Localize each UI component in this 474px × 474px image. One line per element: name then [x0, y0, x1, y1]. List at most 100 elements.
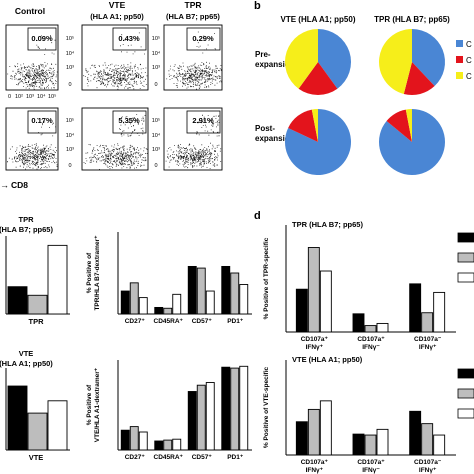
legend-swatch-top-3 [457, 272, 474, 283]
chart-6-bar [409, 410, 422, 456]
flow-title-vte-sub: (HLA A1; pp50) [90, 12, 144, 21]
flow-ytick-3: 10³ [66, 65, 74, 71]
chart-4-bar [154, 440, 164, 451]
chart-5-bar [295, 288, 308, 333]
flow-events [7, 31, 222, 170]
chart-5-tick-label: CD107a⁺ [301, 336, 329, 343]
flow-gate-2 [112, 27, 147, 51]
pie-legend-label-3: C [466, 72, 472, 81]
flow-ytick-5c: 10⁵ [66, 117, 74, 124]
chart-5-bar [364, 325, 377, 333]
chart-5-ylabel: % Positive of TPR-specific [263, 237, 270, 319]
chart-5-tick-label: CD107a⁻ [414, 336, 442, 343]
panel-letter-d: d [254, 210, 261, 222]
chart-3-title: VTE [19, 349, 34, 358]
legend-swatch-top-2 [457, 252, 474, 263]
chart-1-title: (HLA B7; pp65) [0, 225, 53, 234]
chart-2-bar [138, 297, 148, 315]
chart-6-tick-label: CD107a⁺ [301, 459, 329, 466]
pie-row-title-pre: Pre- [255, 50, 271, 59]
flow-plot-6 [163, 107, 223, 171]
flow-xtick-0: 0 [8, 94, 11, 100]
flow-gate-4 [27, 110, 57, 134]
chart-6-ylabel: % Positive of VTE-specific [263, 366, 270, 448]
flow-ytick-5b: 10⁵ [152, 35, 160, 42]
pie-legend-label-1: C [466, 40, 472, 49]
chart-1-title: TPR [19, 215, 35, 224]
flow-title-tpr-sub: (HLA B7; pp65) [166, 12, 220, 21]
pie-legend-swatch-2 [456, 56, 463, 63]
pie-panel: b VTE (HLA A1; pp50) TPR (HLA B7; pp65) … [254, 0, 472, 175]
pie-col-title-vte: VTE (HLA A1; pp50) [281, 15, 356, 24]
flow-ytick-4: 10⁴ [66, 50, 75, 57]
chart-2-bar [120, 290, 130, 315]
flow-title-vte: VTE [109, 0, 126, 10]
chart-5-bar [307, 247, 320, 333]
flow-xlabel-arrow: → [0, 180, 9, 190]
chart-3-bar [47, 400, 68, 451]
chart-6-bar [295, 421, 308, 456]
chart-4-bar [239, 365, 249, 451]
pie-legend-label-2: C [466, 56, 472, 65]
flow-ytick-0d: 0 [154, 163, 157, 169]
chart-4-ylabel: % Positive ofVTE/HLA A1-dextramer⁺ [86, 367, 101, 442]
flow-gate-3 [186, 27, 221, 51]
chart-5-tick-label: IFNγ⁻ [362, 344, 380, 351]
chart-4-bar [129, 426, 139, 451]
flow-yticks: 10⁵ 10⁴ 10³ 0 10⁵ 10⁴ 10³ 0 10⁵ 10⁴ 10³ … [66, 35, 161, 169]
chart-4-bar [187, 391, 197, 451]
gate-value-2: 0.43% [118, 34, 140, 43]
chart-4-bar [120, 429, 130, 451]
chart-4-bar [172, 438, 182, 451]
pie-3-slice-3 [311, 108, 318, 142]
legend-swatch-top-1 [457, 232, 474, 243]
chart-6-bar [433, 434, 446, 456]
flow-xtick-2: 10² [15, 94, 23, 100]
chart-6-tick-label: IFNγ⁻ [362, 467, 380, 474]
chart-4-tick-label: CD27⁺ [125, 454, 146, 461]
chart-2-bar [129, 282, 139, 315]
chart-5-bar [421, 312, 434, 333]
panel-letter-b: b [254, 0, 261, 12]
chart-5-tick-label: IFNγ⁺ [306, 344, 324, 351]
flow-gate-6 [186, 110, 221, 134]
flow-ytick-5d: 10⁵ [152, 117, 160, 124]
flow-dots-6 [165, 114, 222, 169]
chart-6-bar [352, 433, 365, 456]
chart-1-bar [27, 294, 48, 315]
chart-2-tick-label: CD45RA⁺ [154, 318, 184, 325]
flow-ytick-3b: 10³ [152, 65, 160, 71]
chart-4-bar [205, 382, 215, 451]
flow-dots-4 [7, 118, 58, 170]
chart-6-bar [319, 400, 332, 456]
chart-5-bar [376, 322, 389, 333]
flow-plot-1 [5, 24, 59, 91]
chart-6-bar [421, 423, 434, 456]
legend-swatch-bot-1 [457, 368, 474, 379]
bar-charts: TPR(HLA B7; pp65)TPR% Positive ofTPR/HLA… [0, 215, 456, 474]
gate-value-3: 0.29% [192, 34, 214, 43]
chart-5-tick-label: CD107a⁺ [357, 336, 385, 343]
flow-plot-5 [81, 107, 149, 171]
flow-dots-1 [7, 35, 58, 90]
chart-1-bar [47, 244, 68, 315]
flow-ytick-0c: 0 [68, 163, 71, 169]
chart-6-bar [376, 428, 389, 456]
gate-value-5: 5.35% [118, 116, 140, 125]
chart-6-tick-label: IFNγ⁺ [419, 467, 437, 474]
pie-2-slice-3 [379, 29, 412, 94]
chart-4-tick-label: CD57⁺ [192, 454, 213, 461]
chart-5-bar [352, 313, 365, 333]
bar-legend [457, 232, 474, 419]
chart-4-tick-label: PD1⁺ [227, 454, 244, 461]
gate-value-1: 0.09% [31, 34, 53, 43]
chart-2-bar [172, 293, 182, 315]
chart-5-tick-label: IFNγ⁺ [419, 344, 437, 351]
pie-1-slice-1 [318, 29, 352, 89]
legend-swatch-bot-3 [457, 408, 474, 419]
flow-xtick-4: 10⁴ [37, 93, 46, 100]
pie-legend-swatch-1 [456, 40, 463, 47]
pie-row-title-post: Post- [255, 124, 275, 133]
flow-gate-5 [112, 110, 147, 134]
flow-dots-5 [83, 114, 148, 170]
